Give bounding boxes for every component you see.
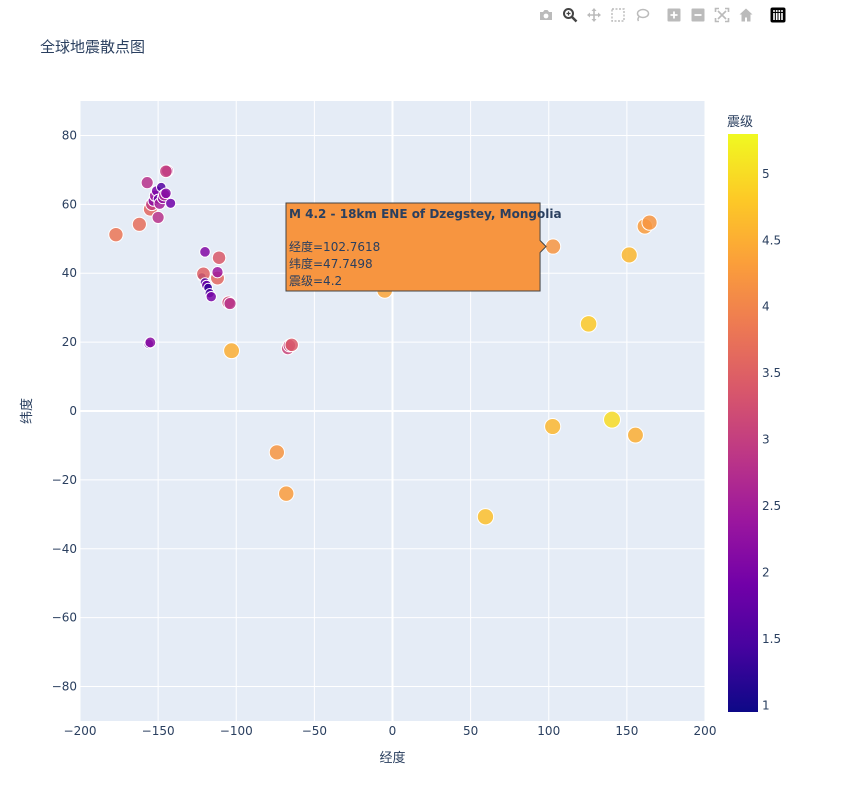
y-tick-label: −80: [52, 680, 77, 694]
hover-title: M 4.2 - 18km ENE of Dzegstey, Mongolia: [289, 207, 562, 221]
y-tick-label: −20: [52, 473, 77, 487]
hover-line-magnitude: 震级=4.2: [289, 274, 342, 288]
scatter-point[interactable]: [131, 216, 147, 232]
camera-icon[interactable]: [536, 5, 556, 25]
colorbar-tick-label: 4: [762, 300, 770, 314]
x-tick-label: −150: [142, 724, 175, 738]
x-axis-ticks: −200 −150 −100 −50 0 50 100 150 200: [64, 724, 717, 738]
scatter-point[interactable]: [284, 337, 299, 353]
colorbar-tick-label: 3.5: [762, 366, 781, 380]
colorbar-tick-label: 2: [762, 565, 770, 579]
scatter-point[interactable]: [627, 426, 644, 444]
scatter-point[interactable]: [641, 214, 658, 231]
scatter-point[interactable]: [620, 246, 638, 264]
scatter-point[interactable]: [108, 226, 124, 243]
scatter-point[interactable]: [160, 187, 172, 200]
x-tick-label: −50: [302, 724, 327, 738]
pan-icon[interactable]: [584, 5, 604, 25]
colorbar-tick-label: 2.5: [762, 499, 781, 513]
x-tick-label: 100: [537, 724, 560, 738]
chart-title: 全球地震散点图: [40, 38, 145, 56]
scatter-point[interactable]: [199, 246, 211, 258]
colorbar-ticks: 1 1.5 2 2.5 3 3.5 4 4.5 5: [762, 167, 781, 712]
x-tick-label: 0: [389, 724, 397, 738]
scatter-point[interactable]: [476, 508, 495, 526]
hover-line-longitude: 经度=102.7618: [289, 239, 380, 254]
scatter-point[interactable]: [144, 336, 157, 349]
scatter-point[interactable]: [223, 296, 237, 311]
y-tick-label: −60: [52, 611, 77, 625]
colorbar-tick-label: 1.5: [762, 632, 781, 646]
colorbar-tick-label: 4.5: [762, 233, 781, 247]
colorbar-tick-label: 3: [762, 433, 770, 447]
scatter-point[interactable]: [151, 210, 165, 225]
colorbar-title: 震级: [727, 115, 753, 130]
zoom-out-icon[interactable]: [688, 5, 708, 25]
y-tick-label: 40: [62, 266, 77, 280]
y-axis-ticks: −80 −60 −40 −20 0 20 40 60 80: [52, 128, 77, 693]
scatter-point[interactable]: [278, 485, 295, 502]
autoscale-icon[interactable]: [712, 5, 732, 25]
colorbar-gradient: [728, 134, 758, 712]
data-points: [108, 164, 658, 526]
y-tick-label: 80: [62, 128, 77, 142]
x-tick-label: 150: [615, 724, 638, 738]
hover-box: [285, 202, 547, 292]
box-select-icon[interactable]: [608, 5, 628, 25]
colorbar-tick-label: 5: [762, 167, 770, 181]
scatter-point[interactable]: [544, 417, 562, 436]
y-tick-label: −40: [52, 542, 77, 556]
scatter-point[interactable]: [223, 342, 241, 360]
scatter-point[interactable]: [268, 444, 285, 461]
y-tick-label: 20: [62, 335, 77, 349]
y-tick-label: 0: [69, 404, 77, 418]
scatter-point[interactable]: [544, 238, 562, 255]
x-tick-label: 200: [694, 724, 717, 738]
scatter-point[interactable]: [159, 164, 173, 179]
zoom-in-icon[interactable]: [664, 5, 684, 25]
scatter-point[interactable]: [211, 266, 224, 279]
x-axis-label: 经度: [379, 750, 405, 766]
scatter-point[interactable]: [205, 290, 217, 303]
x-tick-label: 50: [463, 724, 478, 738]
hover-tooltip: M 4.2 - 18km ENE of Dzegstey, Mongolia 经…: [285, 202, 562, 292]
x-tick-label: −200: [64, 724, 97, 738]
scatter-point[interactable]: [211, 250, 227, 265]
zoom-icon[interactable]: [560, 5, 580, 25]
y-axis-label: 纬度: [19, 398, 35, 424]
hover-line-latitude: 纬度=47.7498: [289, 256, 373, 271]
scatter-point[interactable]: [140, 176, 154, 190]
scatter-point[interactable]: [165, 197, 177, 209]
y-tick-label: 60: [62, 197, 77, 211]
x-tick-label: −100: [220, 724, 253, 738]
reset-axes-icon[interactable]: [736, 5, 756, 25]
lasso-icon[interactable]: [632, 5, 652, 25]
plotly-logo-icon[interactable]: [768, 5, 788, 25]
colorbar-tick-label: 1: [762, 698, 770, 712]
colorbar: 震级 1 1.5 2 2.5 3 3.5 4 4.5 5: [727, 115, 781, 712]
modebar: [536, 5, 792, 25]
scatter-point[interactable]: [603, 410, 622, 429]
scatter-point[interactable]: [579, 315, 598, 333]
